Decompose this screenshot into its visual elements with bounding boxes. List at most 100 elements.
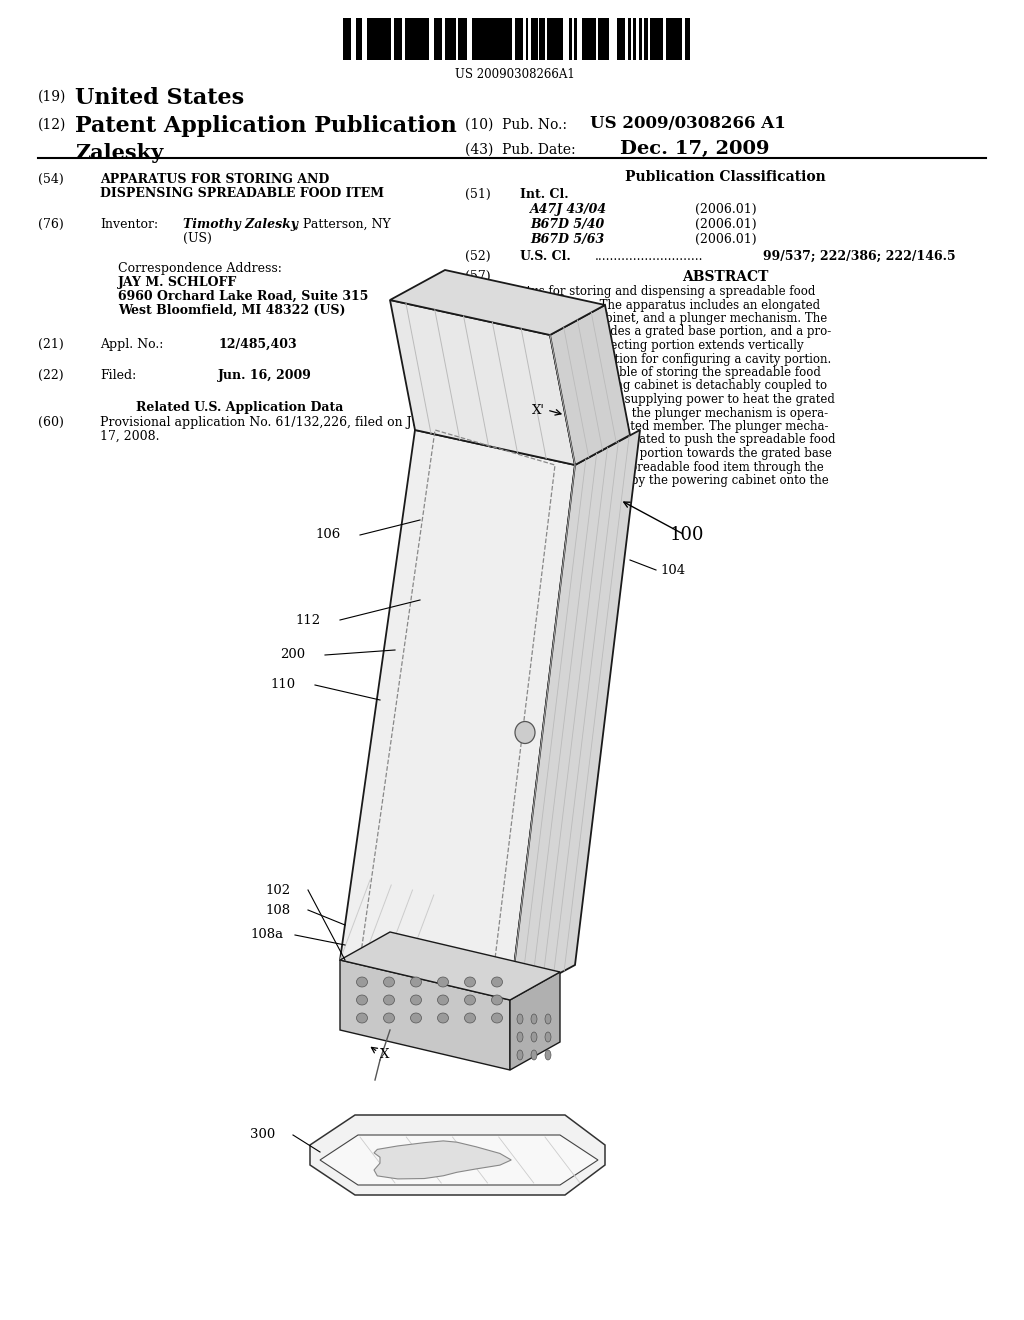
Text: 300: 300	[250, 1129, 275, 1142]
Ellipse shape	[531, 1049, 537, 1060]
Text: member, a powering cabinet, and a plunger mechanism. The: member, a powering cabinet, and a plunge…	[465, 312, 827, 325]
Ellipse shape	[517, 1049, 523, 1060]
Text: (43)  Pub. Date:: (43) Pub. Date:	[465, 143, 575, 157]
Bar	[388, 18, 391, 59]
Bar	[343, 18, 345, 59]
Bar	[358, 18, 361, 59]
Bar	[399, 18, 402, 59]
Text: US 20090308266A1: US 20090308266A1	[455, 69, 574, 81]
Bar	[677, 18, 682, 59]
Ellipse shape	[492, 1012, 503, 1023]
Bar	[459, 18, 461, 59]
Text: (76): (76)	[38, 218, 63, 231]
Text: (57): (57)	[465, 271, 490, 282]
Text: Publication Classification: Publication Classification	[625, 170, 825, 183]
Ellipse shape	[411, 995, 422, 1005]
Text: APPARATUS FOR STORING AND: APPARATUS FOR STORING AND	[100, 173, 330, 186]
Text: grated base portion heated by the powering cabinet onto the: grated base portion heated by the poweri…	[465, 474, 828, 487]
Ellipse shape	[411, 1012, 422, 1023]
Text: 100: 100	[670, 525, 705, 544]
Bar	[525, 18, 528, 59]
Text: the elongated member for supplying power to heat the grated: the elongated member for supplying power…	[465, 393, 835, 407]
Bar	[464, 18, 467, 59]
Bar	[547, 18, 553, 59]
Ellipse shape	[356, 977, 368, 987]
Text: (22): (22)	[38, 370, 63, 381]
Text: U.S. Cl.: U.S. Cl.	[520, 249, 570, 263]
Ellipse shape	[517, 1032, 523, 1041]
Ellipse shape	[492, 977, 503, 987]
Ellipse shape	[437, 995, 449, 1005]
Ellipse shape	[515, 722, 535, 743]
Bar	[494, 18, 497, 59]
Text: X: X	[380, 1048, 389, 1061]
Ellipse shape	[531, 1014, 537, 1024]
Bar	[601, 18, 604, 59]
Ellipse shape	[545, 1014, 551, 1024]
Bar	[561, 18, 563, 59]
Bar	[649, 18, 652, 59]
Text: Appl. No.:: Appl. No.:	[100, 338, 164, 351]
Bar	[404, 18, 408, 59]
Text: substrate.: substrate.	[465, 487, 524, 500]
Bar	[634, 18, 636, 59]
Bar	[499, 18, 503, 59]
Bar	[380, 18, 386, 59]
Polygon shape	[374, 1140, 511, 1179]
Text: item stored within the cavity portion towards the grated base: item stored within the cavity portion to…	[465, 447, 831, 459]
Polygon shape	[340, 960, 510, 1071]
Bar	[356, 18, 358, 59]
Text: Provisional application No. 61/132,226, filed on Jun.: Provisional application No. 61/132,226, …	[100, 416, 431, 429]
Text: ABSTRACT: ABSTRACT	[682, 271, 768, 284]
Bar	[451, 18, 453, 59]
Bar	[408, 18, 410, 59]
Text: Correspondence Address:: Correspondence Address:	[118, 261, 282, 275]
Bar	[588, 18, 591, 59]
Text: (51): (51)	[465, 187, 490, 201]
Text: 108: 108	[265, 903, 290, 916]
Polygon shape	[340, 430, 575, 1001]
Bar	[413, 18, 416, 59]
Bar	[540, 18, 542, 59]
Text: base portion. Furthermore, the plunger mechanism is opera-: base portion. Furthermore, the plunger m…	[465, 407, 828, 420]
Ellipse shape	[384, 995, 394, 1005]
Text: 200: 200	[280, 648, 305, 661]
Bar	[666, 18, 671, 59]
Text: (10)  Pub. No.:: (10) Pub. No.:	[465, 117, 567, 132]
Bar	[502, 18, 504, 59]
Bar	[453, 18, 456, 59]
Text: A47J 43/04: A47J 43/04	[530, 203, 607, 216]
Text: 102: 102	[265, 883, 290, 896]
Bar	[437, 18, 442, 59]
Bar	[447, 18, 453, 59]
Ellipse shape	[465, 977, 475, 987]
Text: 112: 112	[295, 614, 321, 627]
Bar	[652, 18, 655, 59]
Bar	[480, 18, 484, 59]
Bar	[504, 18, 508, 59]
Text: Inventor:: Inventor:	[100, 218, 158, 231]
Bar	[685, 18, 689, 59]
Bar	[421, 18, 424, 59]
Text: B67D 5/63: B67D 5/63	[530, 234, 604, 246]
Polygon shape	[390, 300, 575, 465]
Text: from the grated base portion for configuring a cavity portion.: from the grated base portion for configu…	[465, 352, 831, 366]
Bar	[472, 18, 474, 59]
Ellipse shape	[465, 995, 475, 1005]
Ellipse shape	[384, 1012, 394, 1023]
Text: West Bloomfield, MI 48322 (US): West Bloomfield, MI 48322 (US)	[118, 304, 345, 317]
Ellipse shape	[437, 977, 449, 987]
Text: (52): (52)	[465, 249, 490, 263]
Text: (US): (US)	[183, 232, 212, 246]
Bar	[623, 18, 626, 59]
Ellipse shape	[492, 995, 503, 1005]
Bar	[490, 18, 494, 59]
Text: elongated member includes a grated base portion, and a pro-: elongated member includes a grated base …	[465, 326, 831, 338]
Bar	[585, 18, 588, 59]
Bar	[348, 18, 351, 59]
Bar	[591, 18, 596, 59]
Text: Zalesky: Zalesky	[75, 143, 163, 162]
Bar	[671, 18, 674, 59]
Bar	[674, 18, 677, 59]
Bar	[497, 18, 499, 59]
